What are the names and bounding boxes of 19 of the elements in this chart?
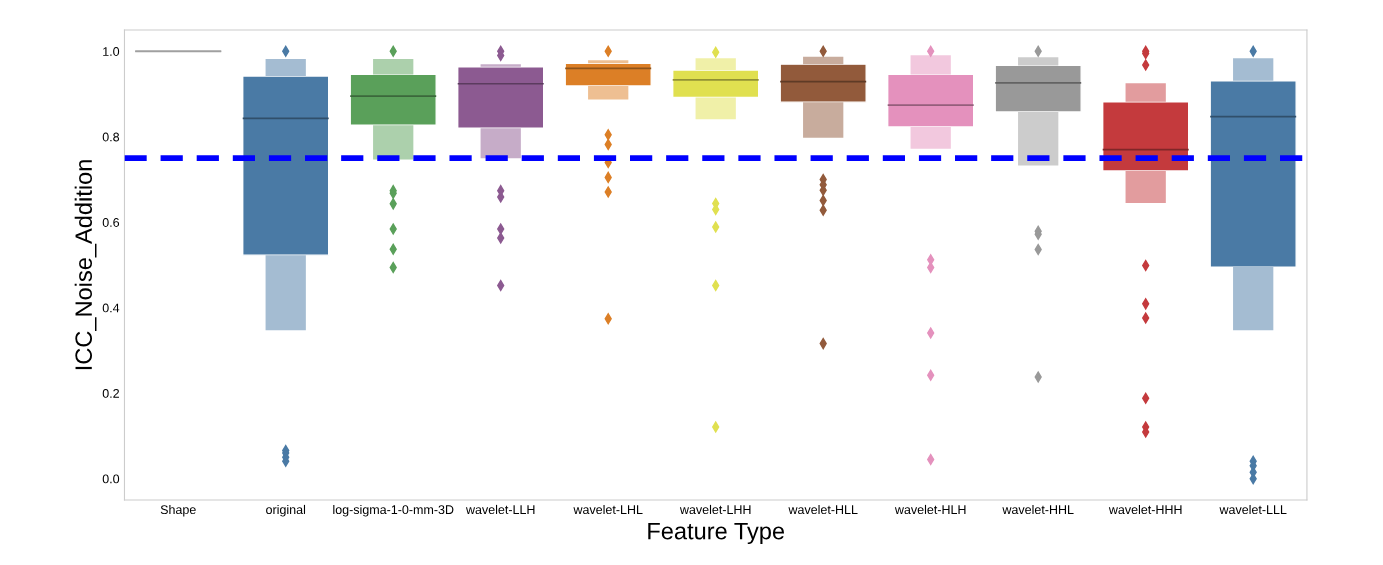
y-tick-label: 0.0: [102, 474, 120, 484]
x-tick-label: wavelet-LLL: [1219, 504, 1287, 515]
x-tick-label: wavelet-HLL: [788, 504, 858, 515]
y-tick-label: 0.4: [102, 303, 120, 313]
x-tick-label: wavelet-HLH: [894, 504, 966, 515]
x-tick-label: wavelet-LHH: [679, 504, 751, 515]
y-tick-label: 0.6: [102, 218, 120, 227]
y-tick-label: 1.0: [103, 47, 120, 56]
x-tick-label: Shape: [160, 504, 196, 517]
x-tick-label: original: [266, 504, 306, 517]
x-tick-label: wavelet-LHL: [573, 504, 643, 515]
y-tick-label: 0.8: [102, 132, 120, 142]
x-tick-label: wavelet-HHH: [1108, 504, 1182, 515]
y-tick-label: 0.2: [102, 388, 119, 398]
y-axis-title: ICC_Noise_Addition: [74, 160, 97, 370]
x-tick-label: wavelet-LLH: [465, 504, 535, 515]
x-tick-label: wavelet-HHL: [1002, 504, 1074, 515]
x-tick-label: log-sigma-1-0-mm-3D: [333, 504, 454, 517]
x-axis-title: Feature Type: [648, 522, 785, 545]
